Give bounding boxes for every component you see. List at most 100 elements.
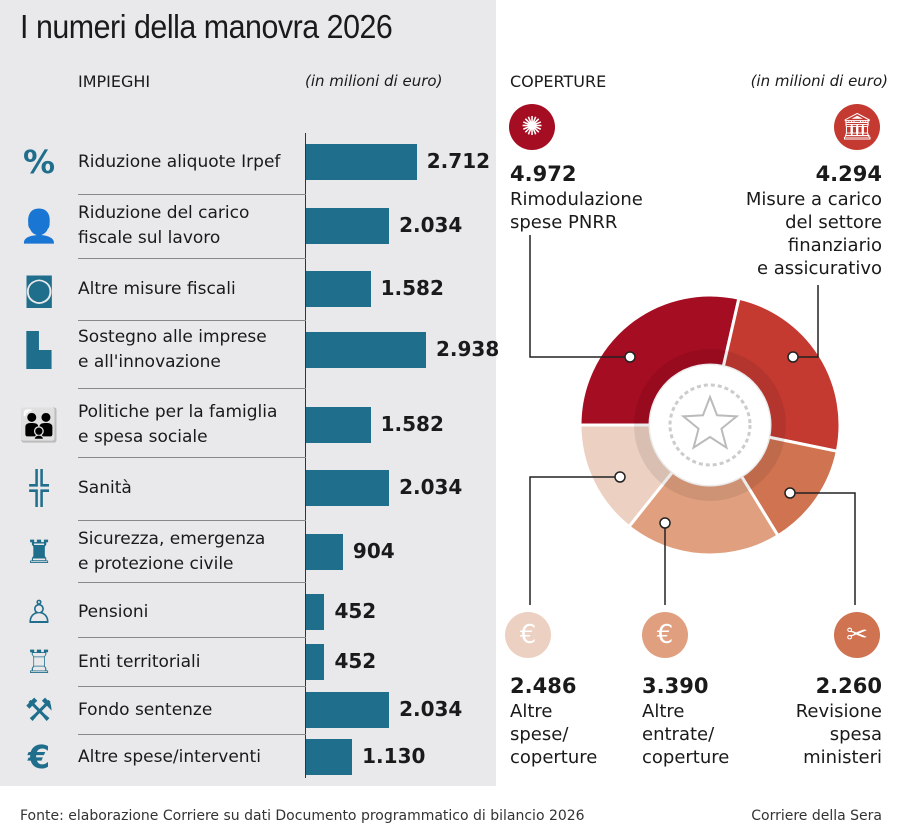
health-cross-icon: ╬	[29, 469, 49, 507]
bar-label: Riduzione del carico fiscale sul lavoro	[78, 201, 249, 251]
italian-emblem-icon	[680, 394, 740, 450]
inner-ring	[634, 349, 786, 501]
factory-icon: ▙	[26, 331, 52, 369]
leader-line	[793, 285, 819, 358]
bar	[306, 644, 325, 680]
row-divider	[78, 686, 306, 687]
slice-value: 2.486	[510, 674, 577, 698]
bar-value: 2.712	[426, 149, 491, 173]
leader-line	[529, 235, 630, 358]
banknote-icon: ◙	[23, 270, 55, 308]
bar	[306, 534, 343, 570]
donut-slice	[721, 296, 842, 454]
emblem-wreath	[668, 383, 752, 467]
bar-label: Sicurezza, emergenza e protezione civile	[78, 527, 265, 577]
police-icon: ♜	[24, 533, 54, 571]
slice-value: 4.972	[510, 162, 577, 186]
bar-value: 2.938	[436, 337, 500, 361]
slice-label-line: spesa	[829, 724, 882, 745]
bar-label-line: e all'innovazione	[78, 352, 221, 372]
row-divider	[78, 257, 306, 259]
credit: Corriere della Sera	[751, 808, 882, 824]
bar	[306, 692, 390, 728]
bar	[306, 739, 353, 775]
slice-label: 4.294 Misure a carico del settore finanziar…	[746, 160, 882, 280]
leader-line	[790, 492, 856, 605]
bar-value: 1.582	[380, 412, 444, 436]
slice-label-line: Altre	[510, 701, 553, 722]
bar-label-line: Riduzione aliquote Irpef	[78, 151, 281, 172]
bar-label-line: Riduzione del carico	[78, 203, 250, 223]
row-divider	[78, 194, 306, 195]
coperture-panel: COPERTURE (in milioni di euro) ✺ 4.972 Rim…	[496, 0, 900, 786]
row-divider	[78, 319, 306, 321]
euro-icon: €	[505, 612, 551, 658]
bank-icon: 🏛	[834, 104, 880, 150]
bar-label: Politiche per la famiglia e spesa sociale	[78, 400, 277, 450]
leader-dot	[784, 487, 796, 499]
bar-label: Altre misure fiscali	[78, 277, 236, 302]
bar-label-line: Sicurezza, emergenza	[78, 529, 266, 549]
slice-value: 2.260	[815, 674, 882, 698]
bar-value: 2.034	[399, 475, 463, 499]
gavel-icon: ⚒	[24, 691, 54, 729]
bar-label: Altre spese/interventi	[78, 745, 261, 770]
donut-chart	[529, 235, 856, 605]
slice-label: 3.390 Altre entrate/coperture	[642, 672, 729, 769]
bar-label: Enti territoriali	[78, 650, 200, 675]
bar-label-line: Politiche per la famiglia	[78, 402, 278, 422]
bar	[306, 407, 371, 443]
slice-label-line: Altre	[642, 701, 685, 722]
scissors-icon: ✂	[834, 612, 880, 658]
bar-axis	[305, 133, 306, 778]
bar-label: Riduzione aliquote Irpef	[78, 150, 280, 175]
bar-value: 452	[334, 649, 377, 673]
bar-value: 1.582	[380, 276, 444, 300]
bar	[306, 271, 371, 307]
leader-dot	[624, 351, 636, 363]
slice-label: 2.260 Revisione spesa ministeri	[796, 672, 882, 769]
tower-icon: ♖	[24, 643, 54, 681]
coperture-header: COPERTURE	[510, 72, 607, 91]
bar-label-line: Pensioni	[78, 601, 149, 622]
bar-value: 904	[352, 539, 395, 563]
slice-label: 4.972 Rimodulazione spese PNRR	[510, 160, 643, 234]
slice-label-line: Misure a carico	[745, 189, 882, 210]
bar	[306, 332, 426, 368]
donut-slice	[626, 469, 781, 557]
leader-line	[529, 476, 620, 605]
bar-label-line: Enti territoriali	[78, 651, 201, 672]
percent-icon: %	[22, 143, 56, 181]
bar-value: 1.130	[362, 744, 426, 768]
leader-dot	[659, 517, 671, 529]
bar-label-line: Fondo sentenze	[78, 699, 213, 720]
bar-label-line: e spesa sociale	[78, 427, 208, 447]
slice-label-line: entrate/	[642, 724, 715, 745]
donut-slice	[578, 423, 675, 529]
row-divider	[78, 637, 306, 638]
slice-label-line: spese/	[510, 724, 569, 745]
bar-label: Fondo sentenze	[78, 698, 212, 723]
row-divider	[78, 387, 306, 389]
slice-label-line: Rimodulazione	[510, 189, 643, 210]
slice-label-line: coperture	[510, 747, 598, 768]
elderly-icon: ♙	[24, 593, 54, 631]
eu-stars-icon: ✺	[509, 104, 555, 150]
office-worker-icon: 👤	[19, 207, 59, 245]
euro-icon: €	[27, 738, 51, 776]
slice-value: 4.294	[815, 162, 882, 186]
slice-label-line: e assicurativo	[756, 258, 882, 279]
slice-label-line: finanziario	[787, 235, 882, 256]
donut-slice	[578, 293, 741, 427]
slice-label-line: ministeri	[803, 747, 882, 768]
bar-value: 452	[334, 599, 377, 623]
impieghi-unit: (in milioni di euro)	[305, 72, 443, 90]
bar-value: 2.034	[399, 213, 463, 237]
row-divider	[78, 733, 306, 735]
bar	[306, 470, 390, 506]
impieghi-panel: I numeri della manovra 2026 IMPIEGHI (in…	[0, 0, 500, 786]
bar-label: Sanità	[78, 476, 132, 501]
bar	[306, 594, 325, 630]
slice-value: 3.390	[642, 674, 709, 698]
bar-label-line: Sostegno alle imprese	[78, 327, 267, 347]
